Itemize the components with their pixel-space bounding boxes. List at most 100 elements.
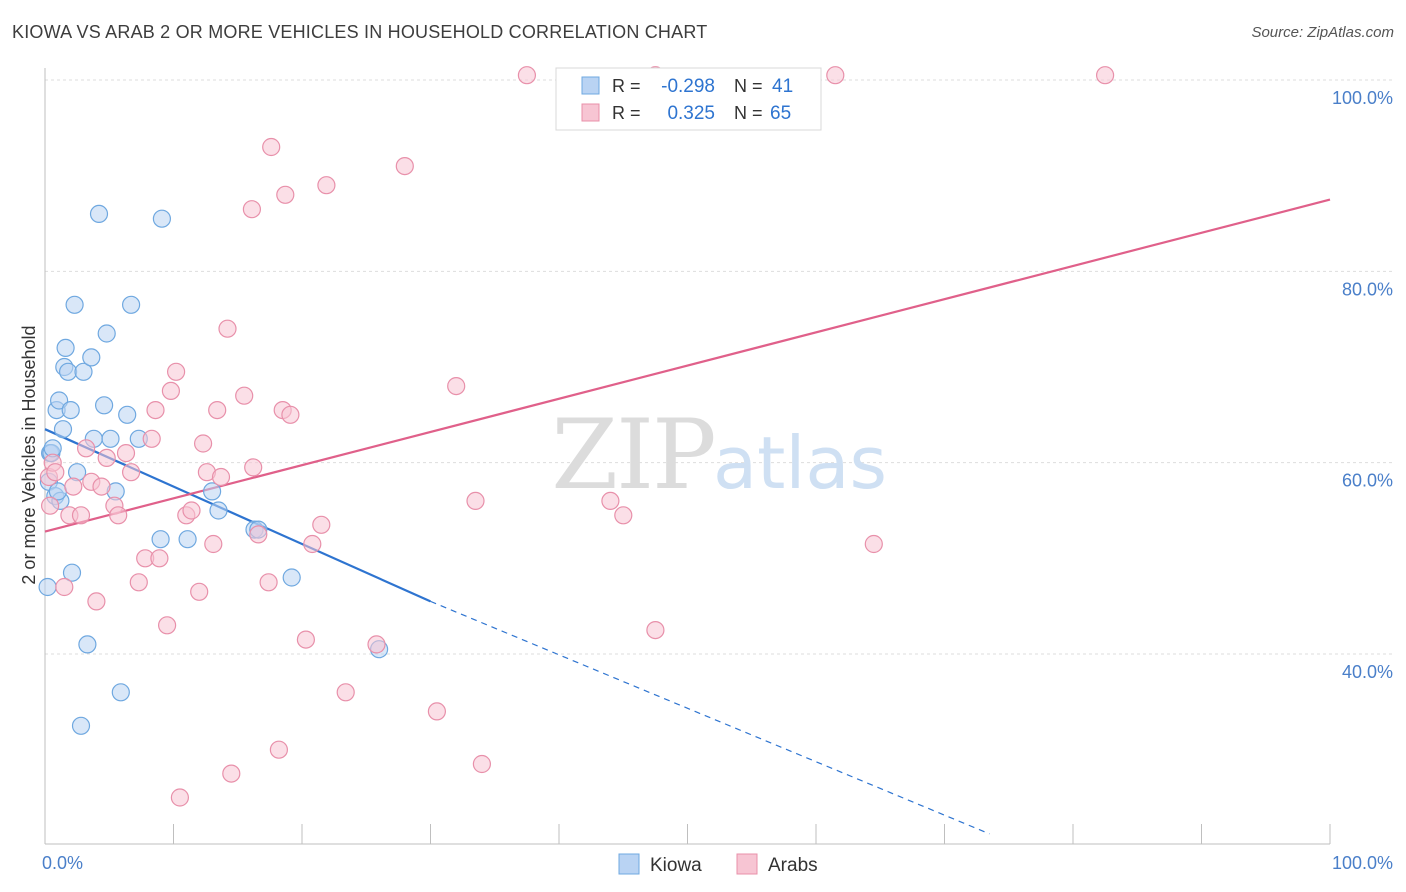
point-arabs-35 [235, 386, 254, 405]
bottom-legend-label-kiowa: Kiowa [650, 855, 702, 876]
bottom-legend-swatch-kiowa [618, 853, 640, 875]
point-arabs-61 [826, 66, 845, 85]
point-kiowa-24 [101, 429, 120, 448]
point-arabs-6 [71, 506, 91, 525]
point-arabs-16 [129, 573, 148, 592]
point-kiowa-32 [178, 530, 197, 549]
data-points [38, 66, 1115, 807]
watermark-atlas: atlas [713, 421, 887, 505]
y-axis-label: 2 or more Vehicles in Household [19, 325, 39, 584]
y-tick-label-100: 100.0% [1332, 88, 1393, 108]
point-arabs-7 [76, 439, 96, 458]
point-kiowa-33 [203, 482, 222, 501]
series-legend: Kiowa Arabs [618, 853, 818, 876]
point-arabs-26 [182, 501, 201, 520]
point-arabs-39 [259, 573, 278, 592]
y-tick-label-80: 80.0% [1342, 279, 1393, 299]
point-arabs-10 [92, 477, 111, 496]
point-arabs-45 [296, 630, 315, 649]
point-arabs-41 [269, 740, 288, 759]
point-arabs-28 [194, 434, 213, 453]
point-arabs-50 [367, 635, 386, 654]
trend-lines [44, 198, 1331, 835]
point-kiowa-14 [65, 295, 84, 314]
legend-n-value-kiowa: 41 [772, 76, 793, 97]
point-kiowa-34 [209, 501, 228, 520]
point-kiowa-12 [61, 401, 80, 420]
point-arabs-44 [281, 405, 300, 424]
chart-title: KIOWA VS ARAB 2 OR MORE VEHICLES IN HOUS… [12, 22, 708, 42]
point-kiowa-16 [71, 716, 91, 735]
point-arabs-52 [427, 702, 446, 721]
point-kiowa-19 [82, 348, 101, 367]
point-kiowa-26 [111, 683, 130, 702]
point-arabs-56 [517, 66, 537, 85]
legend-n-value-arabs: 65 [770, 103, 791, 124]
legend-r-value-arabs: 0.325 [667, 103, 715, 124]
y-tick-label-60: 60.0% [1342, 471, 1393, 491]
point-kiowa-8 [53, 420, 73, 439]
point-kiowa-18 [78, 635, 97, 654]
point-arabs-53 [447, 377, 466, 396]
point-arabs-13 [109, 506, 128, 525]
point-kiowa-11 [58, 362, 78, 381]
legend-r-value-kiowa: -0.298 [661, 76, 715, 97]
point-kiowa-17 [74, 362, 93, 381]
point-arabs-62 [864, 534, 883, 554]
trend-line-arabs [44, 198, 1331, 533]
point-arabs-1 [40, 496, 60, 515]
point-arabs-40 [262, 137, 281, 157]
stats-legend: R = -0.298 N = 41 R = 0.325 N = 65 [555, 67, 822, 131]
point-arabs-63 [1095, 66, 1115, 85]
point-arabs-55 [472, 754, 491, 774]
point-arabs-20 [150, 549, 169, 568]
y-tick-label-40: 40.0% [1342, 662, 1393, 682]
point-arabs-49 [336, 683, 355, 702]
point-arabs-14 [116, 444, 136, 463]
point-arabs-33 [218, 319, 237, 338]
point-arabs-19 [146, 401, 165, 420]
x-tick-label-0: 0.0% [42, 853, 83, 873]
point-arabs-47 [312, 515, 331, 534]
point-arabs-5 [64, 477, 83, 496]
point-arabs-48 [317, 176, 336, 195]
point-arabs-9 [87, 592, 106, 611]
point-kiowa-27 [118, 405, 137, 424]
point-arabs-18 [142, 429, 161, 448]
point-arabs-59 [646, 620, 665, 640]
point-arabs-27 [190, 582, 209, 601]
point-arabs-51 [395, 157, 414, 176]
legend-r-label-kiowa: R = [612, 76, 641, 96]
point-arabs-54 [466, 491, 485, 510]
point-arabs-24 [170, 788, 189, 807]
point-arabs-58 [614, 506, 633, 525]
point-arabs-23 [167, 362, 186, 381]
point-arabs-37 [244, 458, 263, 477]
point-kiowa-28 [122, 295, 141, 314]
point-arabs-3 [55, 577, 74, 597]
point-arabs-43 [276, 185, 295, 204]
legend-n-label-arabs: N = [734, 103, 763, 123]
point-arabs-34 [222, 764, 241, 783]
point-kiowa-22 [94, 396, 114, 415]
point-arabs-32 [211, 467, 231, 487]
chart-source: Source: ZipAtlas.com [1251, 24, 1394, 41]
watermark-zip: ZIP [551, 399, 714, 511]
watermark: ZIP atlas [551, 399, 887, 511]
point-arabs-31 [208, 401, 227, 420]
bottom-legend-label-arabs: Arabs [768, 855, 818, 876]
point-arabs-46 [303, 534, 322, 554]
point-kiowa-13 [62, 563, 82, 582]
trend-line-extension-kiowa [430, 600, 990, 835]
point-arabs-22 [161, 381, 180, 400]
point-arabs-21 [158, 616, 177, 635]
bottom-legend-swatch-arabs [736, 853, 758, 875]
point-arabs-38 [249, 525, 268, 544]
point-arabs-36 [242, 200, 261, 219]
point-kiowa-10 [56, 338, 75, 357]
tick-labels: 40.0% 60.0% 80.0% 100.0% 0.0% 100.0% [42, 88, 1393, 873]
grid-lines [45, 79, 1395, 655]
point-kiowa-31 [152, 209, 171, 228]
point-arabs-57 [601, 491, 620, 510]
